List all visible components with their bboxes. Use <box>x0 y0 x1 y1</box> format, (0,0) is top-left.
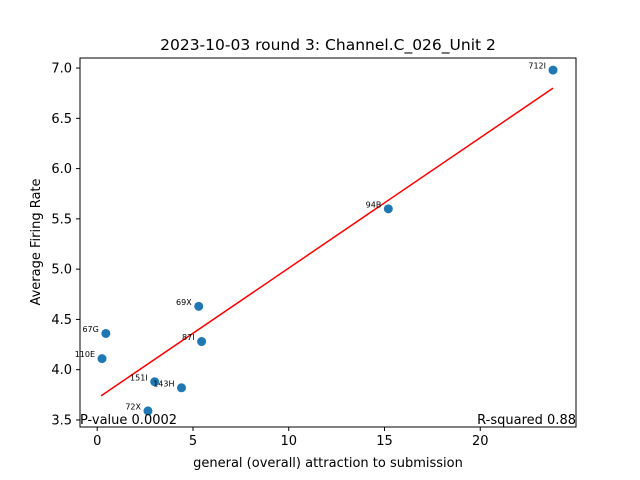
x-tick-label: 0 <box>93 434 101 449</box>
point-label: 151I <box>130 373 148 382</box>
scatter-point <box>97 354 107 364</box>
scatter-point <box>150 377 160 387</box>
chart-title: 2023-10-03 round 3: Channel.C_026_Unit 2 <box>160 36 496 55</box>
point-label: 72X <box>125 402 141 411</box>
x-tick-label: 5 <box>189 434 197 449</box>
y-tick-label: 3.5 <box>51 413 72 428</box>
scatter-point <box>548 65 558 75</box>
scatter-point <box>101 328 111 338</box>
y-axis: 3.5 4.0 4.5 5.0 5.5 6.0 6.5 7.0 <box>51 62 80 428</box>
point-label: 67G <box>82 325 98 334</box>
x-tick-label: 15 <box>376 434 393 449</box>
plot-area: 712I 94B 69X 87I 67G 110E 151I 143H 72X <box>75 62 558 416</box>
x-axis-label: general (overall) attraction to submissi… <box>193 456 463 471</box>
y-axis-label: Average Firing Rate <box>29 178 44 305</box>
point-label: 110E <box>75 350 95 359</box>
y-tick-label: 4.5 <box>51 313 72 328</box>
x-tick-label: 10 <box>280 434 297 449</box>
scatter-point <box>197 337 207 347</box>
y-tick-label: 6.0 <box>51 162 72 177</box>
point-label: 87I <box>182 333 195 342</box>
point-label: 712I <box>528 62 546 71</box>
fit-line <box>100 87 554 397</box>
point-label: 69X <box>176 298 192 307</box>
plot-frame <box>79 57 577 428</box>
x-tick-label: 20 <box>472 434 489 449</box>
y-tick-label: 7.0 <box>51 62 72 77</box>
r-squared-text: R-squared 0.88 <box>477 413 576 428</box>
y-tick-label: 5.5 <box>51 212 72 227</box>
y-tick-label: 6.5 <box>51 112 72 127</box>
x-axis: 0 5 10 15 20 <box>93 427 489 449</box>
point-label: 143H <box>153 379 174 388</box>
point-label: 94B <box>366 200 382 209</box>
scatter-point <box>143 406 153 416</box>
y-tick-label: 4.0 <box>51 363 72 378</box>
scatter-point <box>383 204 393 214</box>
scatter-point <box>176 383 186 393</box>
y-tick-label: 5.0 <box>51 263 72 278</box>
p-value-text: P-value 0.0002 <box>80 413 177 428</box>
scatter-point <box>194 301 204 311</box>
